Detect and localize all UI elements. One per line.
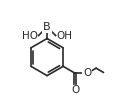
Text: O: O: [71, 85, 79, 95]
Text: OH: OH: [56, 30, 72, 41]
Text: B: B: [43, 22, 51, 32]
Text: HO: HO: [22, 30, 38, 41]
Text: O: O: [83, 68, 91, 78]
